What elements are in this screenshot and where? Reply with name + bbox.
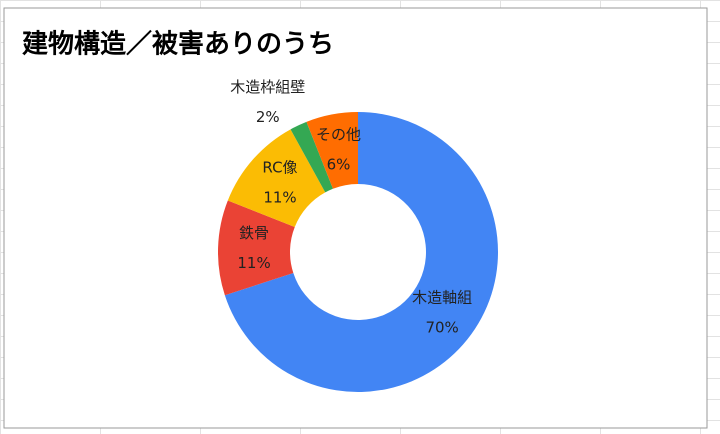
slice-label: 木造軸組 [412, 289, 472, 307]
donut-slice [290, 121, 333, 193]
slice-value-label: 11% [263, 189, 296, 207]
slice-label: その他 [316, 125, 361, 143]
chart-title: 建物構造／被害ありのうち [22, 29, 334, 60]
slice-label: 木造枠組壁 [230, 78, 305, 96]
slice-label: 鉄骨 [239, 224, 269, 242]
donut-slice [227, 129, 326, 227]
slice-value-label: 6% [327, 155, 351, 173]
donut-slice [306, 112, 358, 189]
slice-value-label: 2% [256, 108, 280, 126]
slice-value-label: 70% [425, 319, 458, 337]
donut-slice [224, 112, 498, 392]
donut-slice [218, 200, 295, 296]
slice-label: RC像 [262, 159, 297, 177]
slice-value-label: 11% [237, 254, 270, 272]
